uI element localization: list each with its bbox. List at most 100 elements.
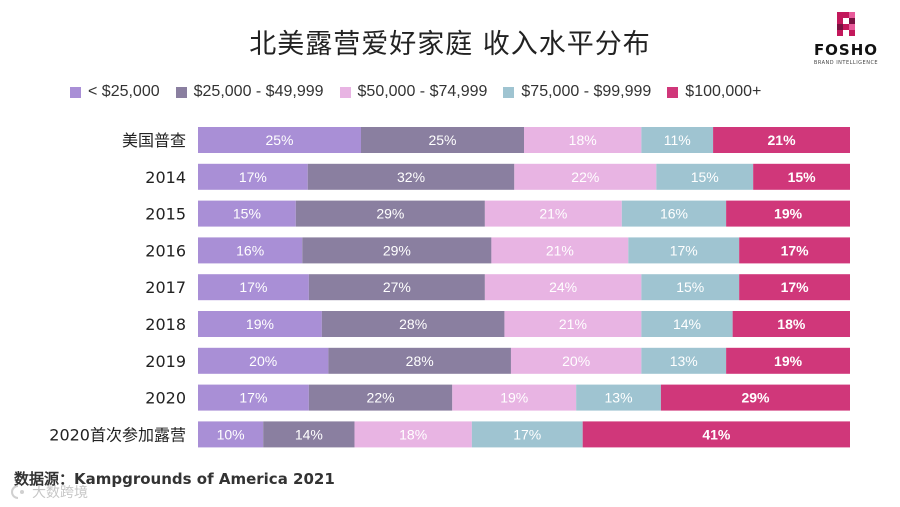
bar-segment	[198, 347, 329, 374]
bar-segment	[302, 237, 492, 264]
bar-segment	[452, 384, 577, 411]
legend-item-under-25k: < $25,000	[70, 83, 160, 101]
data-label: 21%	[539, 206, 567, 222]
category-label: 2019	[145, 352, 186, 371]
data-label: 14%	[673, 316, 701, 332]
bar-segment	[524, 127, 642, 153]
bar-segment	[198, 163, 308, 190]
bar-segment	[354, 421, 472, 448]
data-label: 15%	[788, 169, 817, 185]
bar-segment	[484, 200, 622, 227]
data-label: 19%	[246, 316, 274, 332]
bar-segment	[656, 163, 754, 190]
legend-label: $50,000 - $74,999	[357, 83, 488, 100]
data-label: 22%	[367, 390, 395, 406]
data-label: 20%	[249, 353, 277, 369]
data-source-note: 数据源：Kampgrounds of America 2021	[14, 470, 335, 488]
bar-segment	[308, 384, 453, 411]
legend-label: $25,000 - $49,999	[193, 83, 324, 100]
data-label: 29%	[741, 390, 770, 406]
data-label: 13%	[605, 390, 633, 406]
watermark-logo-icon	[11, 485, 24, 499]
bar-segment	[739, 237, 850, 264]
legend-label: < $25,000	[88, 83, 160, 100]
legend-swatch	[175, 86, 187, 98]
data-label: 29%	[383, 242, 411, 258]
data-label: 19%	[500, 390, 528, 406]
bar-segment	[576, 384, 661, 411]
chart-title: 北美露营爱好家庭 收入水平分布	[249, 29, 651, 60]
bar-segment	[641, 311, 733, 337]
watermark: 大数跨境	[8, 482, 88, 502]
bar-segment	[510, 347, 642, 374]
data-label: 20%	[562, 353, 590, 369]
data-label: 15%	[233, 206, 261, 222]
legend-item-25k-50k: $25,000 - $49,999	[175, 83, 324, 101]
data-label: 18%	[777, 316, 806, 332]
data-label: 28%	[406, 353, 434, 369]
data-label: 17%	[781, 279, 810, 295]
legend-label: $75,000 - $99,999	[521, 83, 652, 100]
data-label: 17%	[239, 390, 267, 406]
bar-segment	[321, 311, 505, 337]
legend-item-100k-plus: $100,000+	[667, 83, 761, 101]
data-label: 25%	[265, 132, 293, 148]
data-label: 21%	[559, 316, 587, 332]
category-label: 2020	[145, 389, 186, 408]
legend-item-75k-100k: $75,000 - $99,999	[503, 83, 651, 101]
bar-segment	[471, 421, 583, 448]
legend-label: $100,000+	[685, 83, 762, 100]
bar-segment	[732, 311, 850, 337]
category-label: 美国普查	[122, 131, 186, 150]
data-label: 15%	[676, 279, 704, 295]
bar-segment	[308, 274, 485, 301]
data-label: 28%	[399, 316, 427, 332]
legend: < $25,000 $25,000 - $49,999 $50,000 - $7…	[70, 82, 777, 102]
bar-segment	[641, 347, 727, 374]
bar-segment	[295, 200, 485, 227]
fosho-logo: FOSHO BRAND INTELLIGENCE	[806, 8, 886, 70]
data-label: 22%	[571, 169, 599, 185]
legend-swatch	[70, 86, 81, 98]
data-label: 17%	[239, 279, 267, 295]
bar-segment	[361, 127, 524, 153]
bar-segment	[198, 311, 322, 337]
data-label: 11%	[664, 132, 691, 148]
bar-segment	[641, 127, 714, 153]
data-label: 27%	[383, 279, 411, 295]
data-label: 21%	[768, 132, 797, 148]
data-label: 19%	[774, 353, 803, 369]
stacked-bar-chart: 美国普查 25% 25% 18% 11% 21% 2014 17% 32% 22% 15% 15% 20…	[49, 127, 850, 448]
bar-segment	[628, 237, 740, 264]
bar-segment	[198, 127, 361, 153]
category-label: 2018	[145, 315, 186, 334]
watermark-text: 大数跨境	[32, 485, 88, 501]
bar-segment	[641, 274, 740, 301]
bar-segment	[198, 421, 264, 448]
bar-segment	[328, 347, 511, 374]
bar-segment	[198, 237, 303, 264]
bar-segment	[504, 311, 642, 337]
bar-segment	[582, 421, 850, 448]
data-label: 18%	[399, 426, 427, 442]
bar-segment	[484, 274, 642, 301]
category-label: 2016	[145, 241, 186, 260]
fosho-logo-mark-icon	[837, 12, 855, 36]
bar-segment	[198, 274, 309, 301]
data-label: 17%	[239, 169, 267, 185]
bar-segment	[263, 421, 355, 448]
category-label: 2020首次参加露营	[49, 425, 186, 444]
data-label: 41%	[702, 426, 731, 442]
bar-segment	[307, 163, 515, 190]
data-label: 17%	[670, 242, 698, 258]
legend-item-50k-75k: $50,000 - $74,999	[339, 83, 488, 101]
bar-segment	[514, 163, 657, 190]
logo-wordmark: FOSHO	[813, 41, 879, 59]
bar-segment	[198, 384, 309, 411]
bar-segment	[713, 127, 850, 153]
data-label: 15%	[691, 169, 719, 185]
category-label: 2017	[145, 278, 186, 297]
data-label: 24%	[549, 279, 577, 295]
bar-segment	[739, 274, 850, 301]
data-label: 17%	[513, 426, 541, 442]
